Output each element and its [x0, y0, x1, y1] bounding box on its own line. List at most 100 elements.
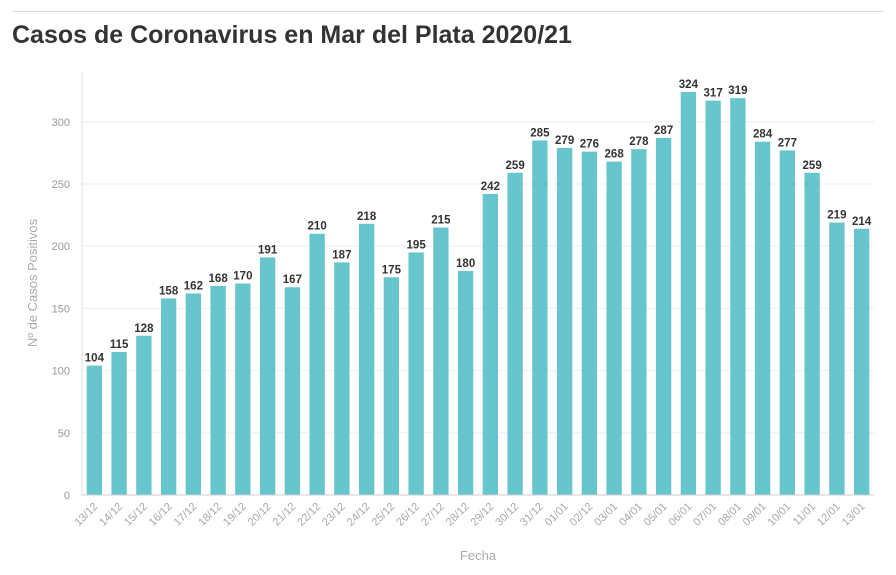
x-tick-label: 20/12 — [246, 501, 274, 529]
x-tick-label: 13/12 — [73, 501, 101, 529]
bar — [507, 172, 523, 495]
bar — [705, 100, 721, 495]
bar — [334, 262, 350, 495]
bar-value-label: 115 — [110, 339, 129, 351]
bar — [210, 285, 226, 495]
bar — [457, 271, 474, 495]
bar-value-label: 276 — [580, 139, 599, 151]
bar-value-labels: 104 115 128 158 162 168 170 191 167 210 187 218 175 1… — [85, 79, 872, 365]
x-axis-title: Fecha — [460, 548, 497, 563]
x-tick-label: 18/12 — [196, 501, 224, 529]
bar-value-label: 278 — [629, 136, 649, 148]
bar — [581, 151, 598, 495]
bar — [829, 222, 845, 495]
x-tick-label: 12/01 — [815, 501, 843, 529]
bar-value-label: 175 — [382, 264, 402, 276]
bar — [160, 298, 177, 495]
bar-value-label: 158 — [159, 285, 179, 297]
x-axis-ticks: 13/1214/1215/1216/1217/1218/1219/1220/12… — [73, 501, 868, 529]
bar-value-label: 277 — [778, 137, 797, 149]
bar-value-label: 285 — [530, 127, 550, 139]
x-tick-label: 19/12 — [221, 501, 249, 529]
x-tick-label: 30/12 — [493, 501, 521, 529]
x-tick-label: 01/01 — [543, 501, 571, 529]
x-tick-label: 02/12 — [568, 501, 596, 529]
bar — [235, 283, 251, 495]
bar — [86, 365, 103, 495]
bar-value-label: 210 — [308, 221, 327, 233]
bar-value-label: 214 — [852, 216, 872, 228]
top-divider — [12, 11, 884, 12]
bar — [358, 223, 375, 495]
x-tick-label: 13/01 — [840, 501, 868, 529]
bar-value-label: 187 — [332, 249, 351, 261]
bar — [779, 150, 796, 496]
bar — [853, 228, 870, 495]
bar — [730, 98, 746, 496]
bar-value-label: 287 — [654, 125, 673, 137]
bar — [606, 161, 622, 495]
bar-value-label: 180 — [456, 258, 475, 270]
bar-value-label: 162 — [184, 280, 203, 292]
x-tick-label: 27/12 — [419, 501, 447, 529]
bar-value-label: 167 — [283, 274, 302, 286]
y-axis-ticks: 0 50 100 150 200 250 300 — [52, 117, 70, 502]
x-tick-label: 15/12 — [122, 501, 150, 529]
bar-value-label: 319 — [728, 85, 747, 97]
bar-value-label: 219 — [827, 210, 846, 222]
y-tick-label: 300 — [52, 117, 70, 129]
bar-value-label: 170 — [233, 271, 252, 283]
bar-value-label: 259 — [506, 160, 525, 172]
bar — [284, 287, 301, 495]
bar — [482, 193, 499, 495]
x-tick-label: 03/01 — [592, 501, 620, 529]
x-tick-label: 09/01 — [741, 501, 769, 529]
bar-value-label: 218 — [357, 211, 377, 223]
y-tick-label: 100 — [52, 366, 70, 378]
bar-value-label: 317 — [704, 88, 723, 100]
x-tick-label: 08/01 — [716, 501, 744, 529]
x-tick-label: 24/12 — [345, 501, 373, 529]
x-tick-label: 11/01 — [791, 501, 818, 528]
y-tick-label: 200 — [52, 241, 70, 253]
x-tick-label: 28/12 — [444, 501, 472, 529]
x-tick-label: 07/01 — [691, 501, 719, 529]
bar-value-label: 324 — [679, 79, 699, 91]
x-tick-label: 17/12 — [172, 501, 200, 529]
bar — [631, 149, 647, 495]
bar-value-label: 268 — [605, 149, 625, 161]
x-tick-label: 14/12 — [97, 501, 125, 529]
x-tick-label: 26/12 — [394, 501, 422, 529]
bar — [655, 137, 672, 495]
y-axis-title: Nº de Casos Positivos — [25, 218, 40, 347]
y-tick-label: 0 — [64, 490, 70, 502]
bar — [185, 293, 202, 495]
bar-value-label: 104 — [85, 353, 105, 365]
x-tick-label: 25/12 — [370, 501, 398, 529]
y-tick-label: 250 — [52, 179, 70, 191]
x-tick-label: 04/01 — [617, 501, 645, 529]
bar — [383, 277, 400, 495]
x-tick-label: 21/12 — [271, 501, 299, 529]
bar-value-label: 215 — [431, 215, 451, 227]
x-tick-label: 29/12 — [469, 501, 497, 529]
x-tick-label: 05/01 — [642, 501, 670, 529]
bar-value-label: 279 — [555, 135, 574, 147]
chart-title: Casos de Coronavirus en Mar del Plata 20… — [12, 21, 572, 49]
bar — [532, 140, 548, 496]
bar-value-label: 195 — [407, 239, 427, 251]
bar-value-label: 168 — [209, 273, 229, 285]
bar-value-label: 259 — [803, 160, 822, 172]
bar — [111, 351, 127, 495]
bar — [556, 147, 573, 495]
bar — [433, 227, 449, 495]
x-tick-label: 31/12 — [518, 501, 546, 529]
x-tick-label: 10/01 — [766, 501, 794, 529]
x-tick-label: 16/12 — [147, 501, 175, 529]
x-tick-label: 06/01 — [667, 501, 695, 529]
bar — [754, 141, 771, 495]
bar — [136, 335, 152, 495]
bar — [680, 91, 697, 495]
bar-value-label: 284 — [753, 129, 773, 141]
